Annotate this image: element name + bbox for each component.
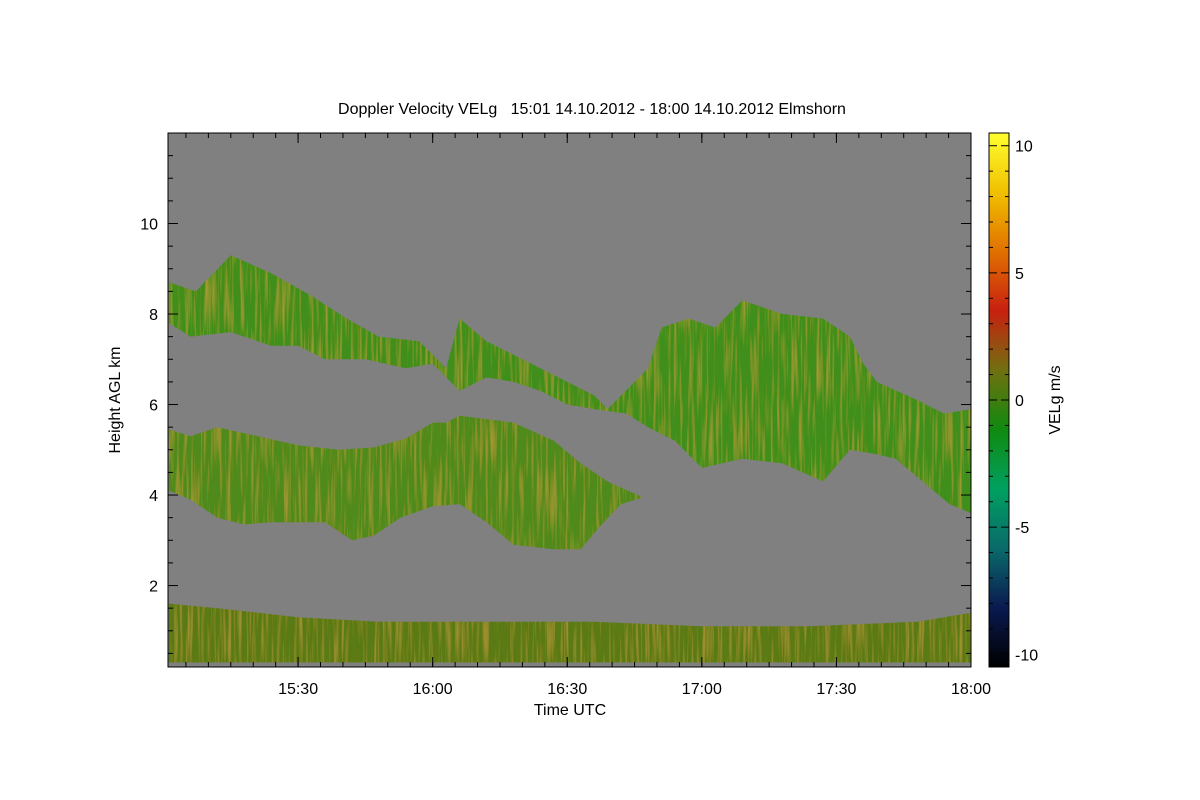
x-tick-label: 16:00 bbox=[413, 681, 453, 698]
y-tick-label: 10 bbox=[140, 217, 158, 234]
cloud-layers bbox=[168, 255, 971, 663]
x-axis-label: Time UTC bbox=[534, 702, 606, 719]
x-tick-label: 15:30 bbox=[278, 681, 318, 698]
plot-frame bbox=[167, 132, 972, 668]
x-tick-label: 18:00 bbox=[951, 681, 991, 698]
x-tick-label: 17:30 bbox=[816, 681, 856, 698]
y-tick-label: 6 bbox=[149, 398, 158, 415]
y-axis: 2 4 6 8 10 bbox=[140, 132, 971, 654]
colorbar-tick-label: 5 bbox=[1015, 266, 1024, 283]
y-tick-label: 4 bbox=[149, 488, 158, 505]
colorbar-tick-label: 0 bbox=[1015, 393, 1024, 410]
x-tick-label: 16:30 bbox=[547, 681, 587, 698]
cloud-layer-low-cloud bbox=[168, 415, 643, 550]
chart-title: Doppler Velocity VELg 15:01 14.10.2012 -… bbox=[338, 101, 846, 118]
colorbar-tick-label: -10 bbox=[1015, 647, 1038, 664]
cloud-layer-upper-cloud bbox=[168, 255, 971, 514]
cloud-layer-boundary-layer bbox=[168, 603, 971, 663]
x-axis: 15:30 16:00 16:30 17:00 17:30 18:00 bbox=[185, 133, 991, 698]
colorbar-label: VELg m/s bbox=[1047, 365, 1064, 434]
colorbar-axis: 10 5 0 -5 -10 bbox=[989, 139, 1038, 664]
colorbar-tick-label: 10 bbox=[1015, 139, 1033, 156]
colorbar-tick-label: -5 bbox=[1015, 520, 1029, 537]
y-axis-label: Height AGL km bbox=[107, 346, 124, 453]
y-tick-label: 2 bbox=[149, 579, 158, 596]
y-tick-label: 8 bbox=[149, 307, 158, 324]
x-tick-label: 17:00 bbox=[682, 681, 722, 698]
